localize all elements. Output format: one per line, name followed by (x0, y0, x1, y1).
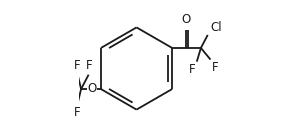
Text: F: F (212, 61, 219, 74)
Text: F: F (74, 59, 81, 72)
Text: F: F (189, 63, 196, 76)
Text: O: O (87, 82, 97, 95)
Text: F: F (86, 59, 93, 72)
Text: Cl: Cl (211, 21, 222, 34)
Text: O: O (181, 13, 191, 26)
Text: F: F (74, 106, 81, 119)
